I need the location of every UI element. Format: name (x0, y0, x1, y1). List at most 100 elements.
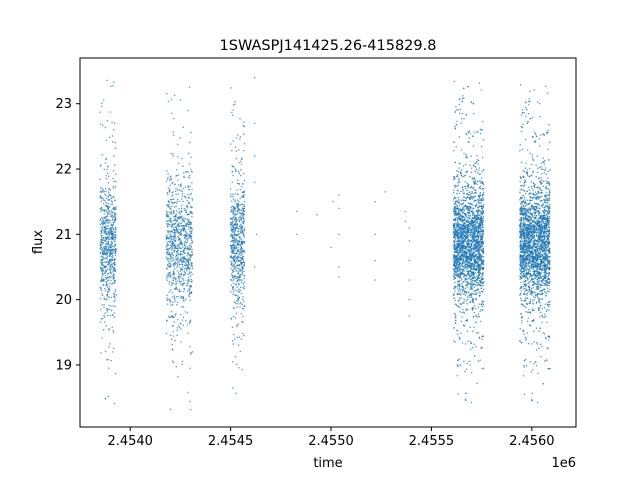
data-point (459, 265, 462, 268)
data-point (168, 251, 171, 253)
data-point (112, 215, 114, 217)
data-point (469, 341, 472, 343)
data-point (479, 194, 482, 197)
data-point (465, 256, 468, 259)
data-point (470, 342, 473, 345)
data-point (107, 358, 110, 361)
data-point (106, 168, 108, 171)
data-point (469, 229, 472, 232)
data-point (465, 260, 467, 263)
data-point (109, 228, 112, 231)
data-point (113, 236, 115, 238)
data-point (461, 211, 464, 214)
data-point (480, 198, 483, 200)
data-point (169, 224, 171, 226)
data-point (181, 253, 184, 256)
data-point (453, 286, 456, 288)
data-point (190, 278, 192, 280)
data-point (456, 200, 459, 202)
data-point (461, 237, 463, 240)
data-point (166, 225, 169, 228)
data-point (472, 204, 474, 206)
data-point (479, 192, 482, 194)
data-point (189, 400, 191, 403)
data-point (183, 224, 185, 227)
data-point (171, 248, 174, 250)
data-point (172, 223, 175, 225)
data-point (462, 280, 465, 283)
data-point (169, 258, 171, 260)
data-point (185, 262, 187, 264)
data-point (236, 206, 239, 209)
data-point (480, 236, 482, 238)
data-point (186, 279, 189, 282)
data-point (103, 239, 105, 241)
data-point (173, 198, 175, 200)
data-point (240, 219, 243, 221)
data-point (454, 313, 456, 315)
data-point (235, 213, 238, 215)
data-point (468, 196, 471, 199)
data-point (166, 303, 169, 305)
data-point (452, 191, 455, 194)
data-point (464, 264, 466, 267)
data-point (176, 327, 178, 329)
data-point (112, 239, 114, 241)
data-point (184, 224, 187, 227)
data-point (232, 269, 234, 271)
data-point (463, 231, 466, 233)
data-point (105, 202, 108, 204)
data-point (229, 143, 232, 145)
data-point (166, 253, 169, 256)
data-point (107, 207, 110, 209)
data-point (453, 178, 455, 181)
data-point (459, 108, 462, 111)
data-point (466, 233, 468, 235)
data-point (475, 161, 478, 163)
data-point (99, 190, 102, 193)
data-point (239, 236, 241, 239)
data-point (452, 149, 455, 152)
data-point (464, 196, 467, 199)
data-point (466, 189, 468, 192)
data-point (482, 303, 485, 306)
data-point (187, 225, 190, 228)
data-point (190, 353, 192, 355)
data-point (476, 232, 479, 235)
data-point (101, 304, 103, 306)
data-point (462, 222, 465, 224)
data-point (114, 226, 117, 229)
data-point (478, 225, 481, 228)
data-point (179, 281, 181, 284)
data-point (172, 330, 174, 333)
data-point (477, 306, 480, 308)
data-point (173, 236, 175, 238)
data-point (104, 312, 106, 315)
data-point (101, 276, 103, 278)
data-point (233, 249, 235, 251)
data-point (171, 238, 173, 240)
data-point (464, 174, 467, 177)
data-point (186, 218, 189, 220)
data-point (232, 279, 234, 282)
data-point (473, 176, 476, 179)
data-point (242, 207, 244, 209)
data-point (231, 111, 233, 114)
data-point (177, 224, 180, 226)
data-point (110, 249, 113, 251)
data-point (111, 216, 113, 219)
data-point (475, 210, 477, 212)
data-point (480, 303, 483, 306)
data-point (184, 264, 186, 266)
data-point (173, 216, 175, 218)
data-point (241, 269, 244, 271)
data-point (176, 329, 179, 332)
data-point (104, 271, 107, 273)
data-point (472, 302, 475, 304)
data-point (476, 278, 479, 281)
data-point (165, 180, 168, 182)
data-point (188, 237, 190, 240)
data-point (114, 297, 116, 299)
data-point (183, 176, 185, 178)
data-point (473, 293, 475, 295)
